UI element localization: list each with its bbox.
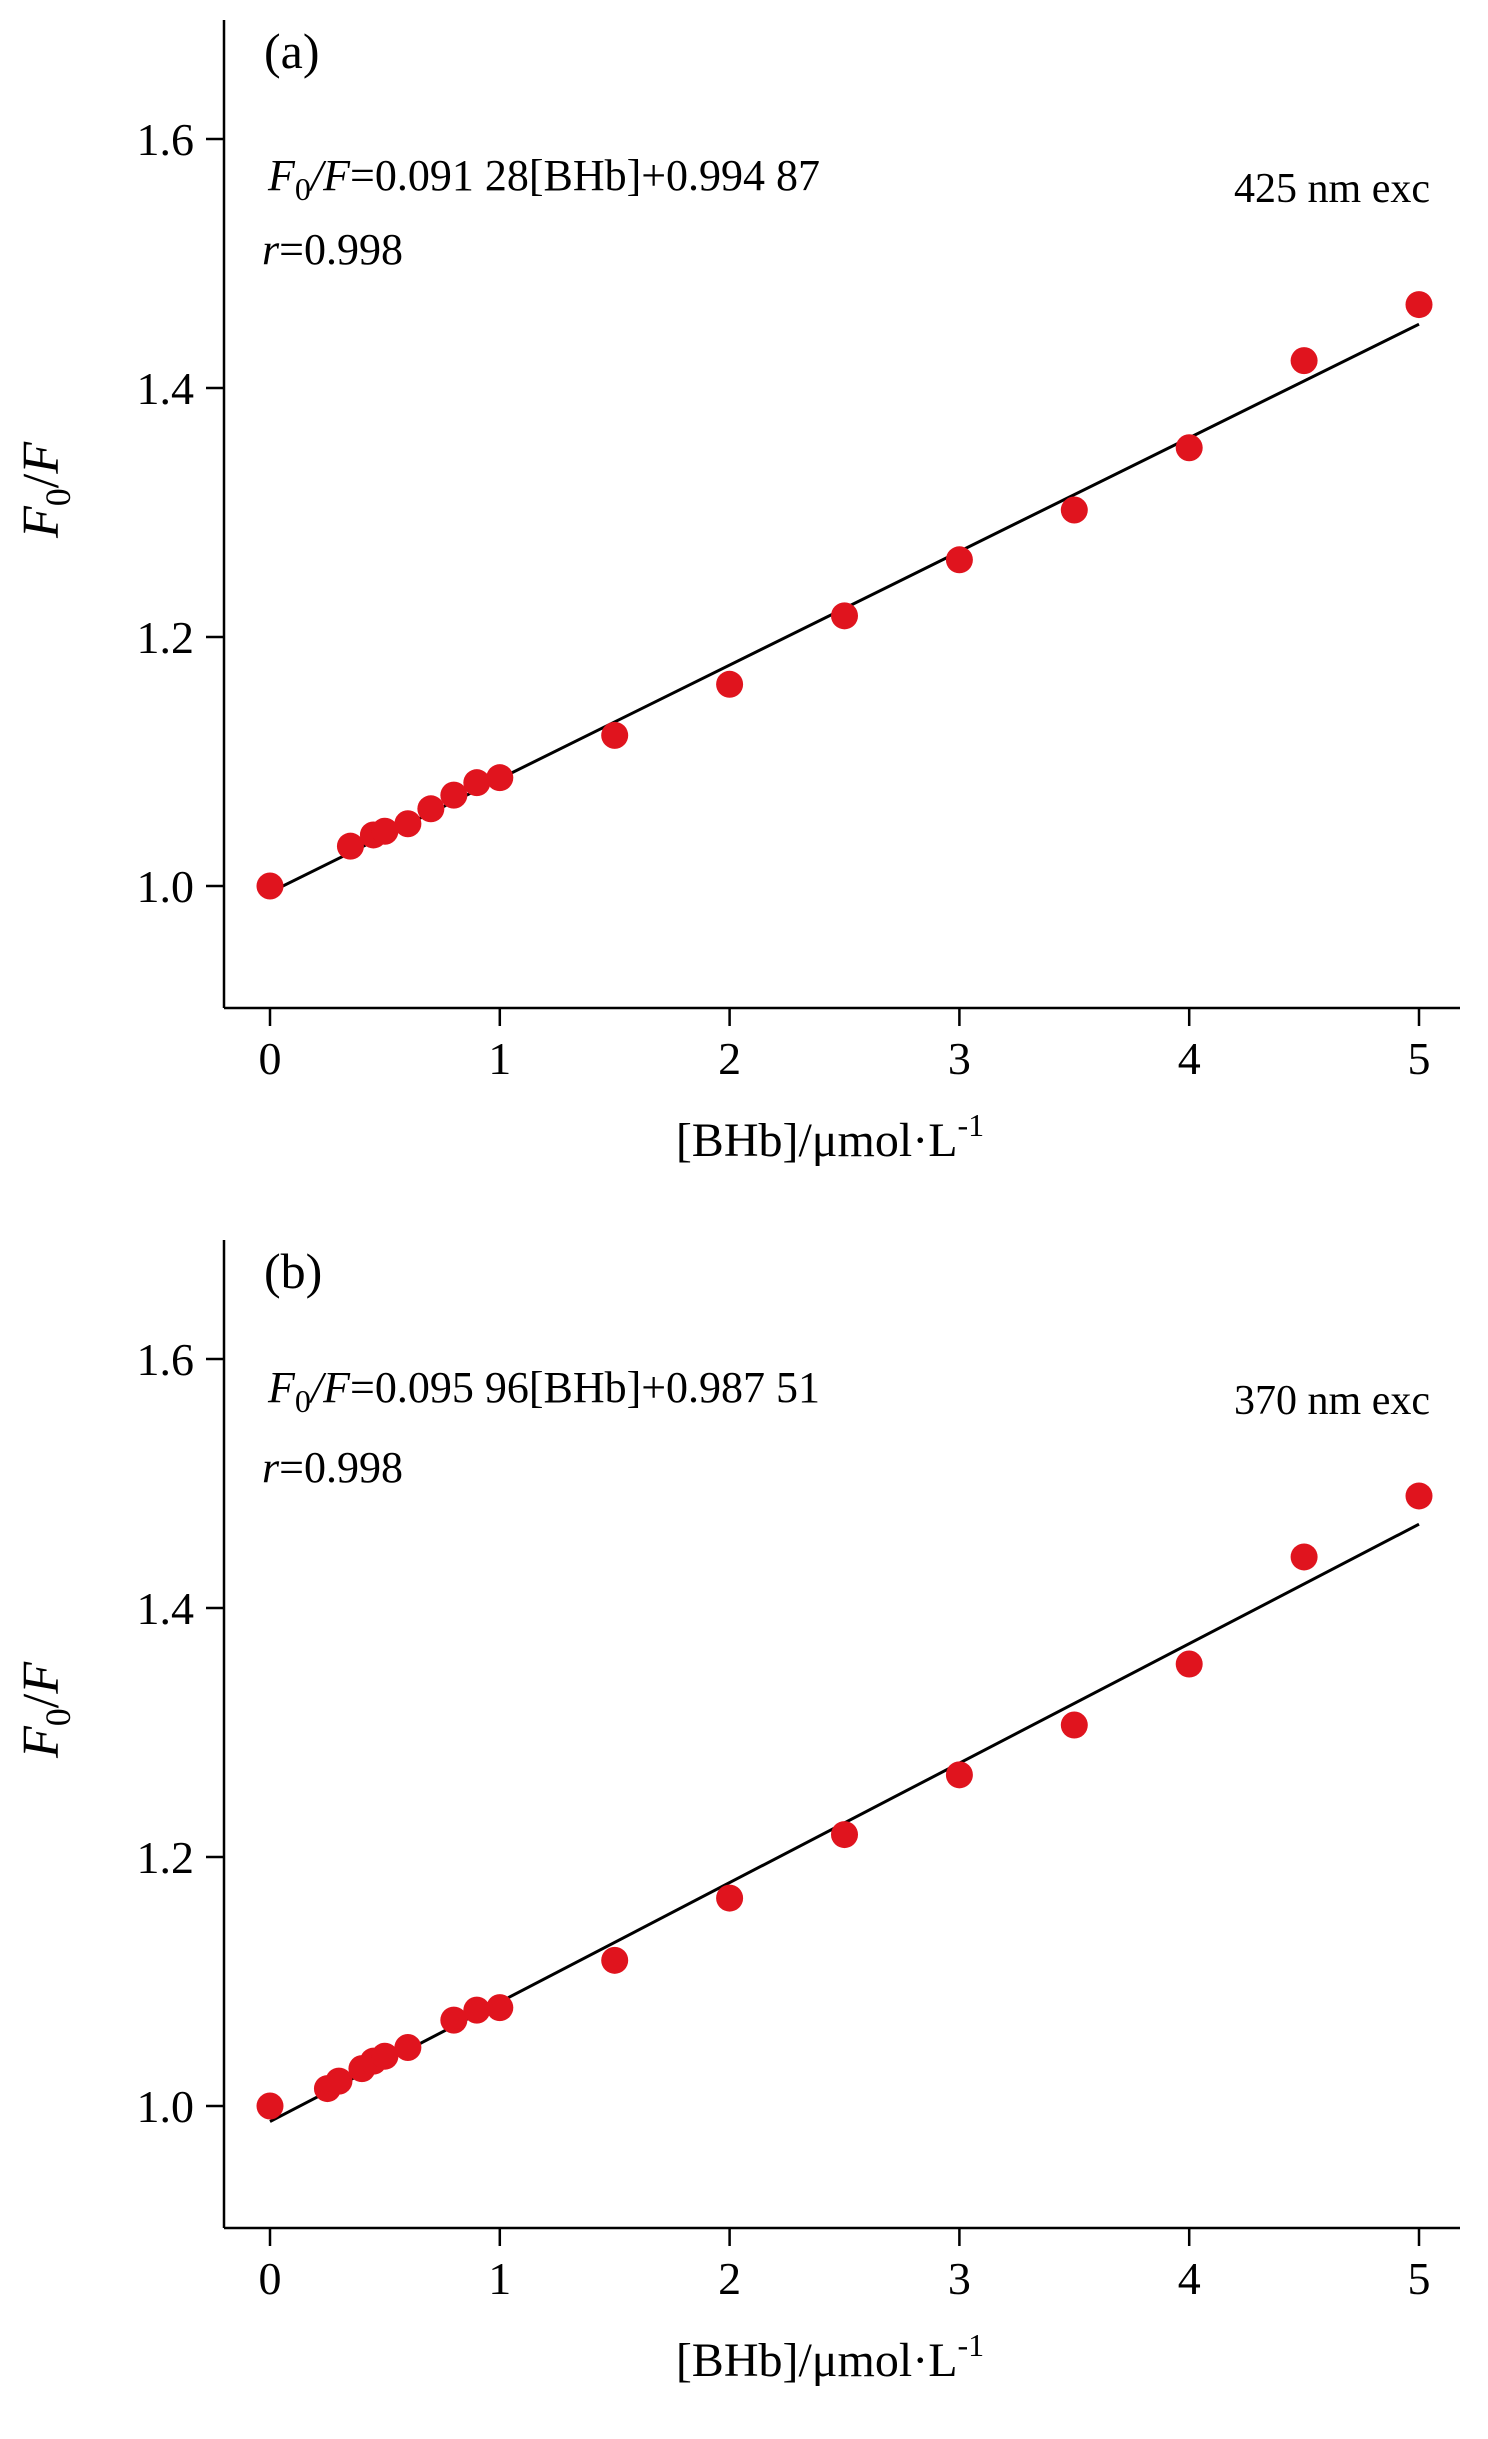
data-point (486, 764, 514, 792)
data-point (371, 817, 399, 845)
x-tick-label: 4 (1178, 2253, 1201, 2304)
y-tick-label: 1.6 (137, 114, 195, 165)
y-axis-title: F0/F (13, 1661, 78, 1759)
data-point (945, 546, 973, 574)
x-axis-title: [BHb]/μmol·L-1 (676, 2327, 984, 2387)
correlation-text: r=0.998 (262, 1443, 403, 1492)
x-tick-label: 2 (718, 2253, 741, 2304)
data-point (325, 2067, 353, 2095)
x-axis-title-superscript: -1 (958, 2327, 985, 2363)
x-tick-label: 0 (259, 2253, 282, 2304)
x-axis-title: [BHb]/μmol·L-1 (676, 1107, 984, 1167)
data-point (486, 1994, 514, 2022)
data-point (601, 1946, 629, 1974)
data-point (1060, 496, 1088, 524)
x-tick-label: 3 (948, 1033, 971, 1084)
data-point (1405, 1482, 1433, 1510)
excitation-annotation: 425 nm exc (1234, 166, 1430, 212)
x-tick-label: 5 (1408, 1033, 1431, 1084)
x-axis-title-superscript: -1 (958, 1107, 985, 1143)
x-tick-label: 1 (488, 1033, 511, 1084)
y-tick-label: 1.0 (137, 2081, 195, 2132)
panel-label: (b) (264, 1243, 322, 1299)
fit-equation: F0/F=0.095 96[BHb]+0.987 51 (267, 1363, 820, 1419)
excitation-annotation: 370 nm exc (1234, 1378, 1430, 1424)
data-point (336, 832, 364, 860)
data-point (394, 2033, 422, 2061)
data-point (1290, 347, 1318, 375)
data-point (831, 602, 858, 630)
data-point (417, 795, 445, 823)
data-point (371, 2042, 399, 2070)
x-tick-label: 2 (718, 1033, 741, 1084)
x-tick-label: 0 (259, 1033, 282, 1084)
data-point (1060, 1711, 1088, 1739)
data-point (716, 1884, 744, 1912)
y-tick-label: 1.4 (137, 363, 195, 414)
x-tick-label: 3 (948, 2253, 971, 2304)
y-tick-label: 1.6 (137, 1334, 195, 1385)
data-point (831, 1821, 858, 1849)
y-tick-label: 1.2 (137, 612, 195, 663)
y-tick-label: 1.2 (137, 1832, 195, 1883)
x-tick-label: 5 (1408, 2253, 1431, 2304)
x-tick-label: 1 (488, 2253, 511, 2304)
data-point (440, 2006, 468, 2034)
data-point (1290, 1543, 1318, 1571)
x-tick-label: 4 (1178, 1033, 1201, 1084)
data-point (1175, 434, 1203, 462)
data-point (463, 1996, 491, 2024)
y-axis-title: F0/F (13, 441, 78, 539)
y-tick-label: 1.0 (137, 861, 195, 912)
data-point (945, 1761, 973, 1789)
data-point (440, 781, 468, 809)
data-point (394, 810, 422, 838)
data-point (1175, 1650, 1203, 1678)
data-point (256, 2092, 284, 2120)
data-point (256, 872, 284, 900)
panel-label: (a) (264, 23, 320, 79)
y-tick-label: 1.4 (137, 1583, 195, 1634)
fit-equation: F0/F=0.091 28[BHb]+0.994 87 (267, 151, 820, 207)
correlation-text: r=0.998 (262, 225, 403, 274)
chart-panel-a: 1.0 1.2 1.4 1.6 0 1 2 3 4 5 [BHb]/μmol·L-1 F0/F (a) F… (13, 20, 1460, 1167)
data-point (716, 670, 744, 698)
data-point (463, 769, 491, 797)
data-point (601, 721, 629, 749)
chart-panel-b: 1.0 1.2 1.4 1.6 0 1 2 3 4 5 [BHb]/μmol·L-1 F0/F (b) F… (13, 1240, 1460, 2387)
data-point (1405, 291, 1433, 319)
